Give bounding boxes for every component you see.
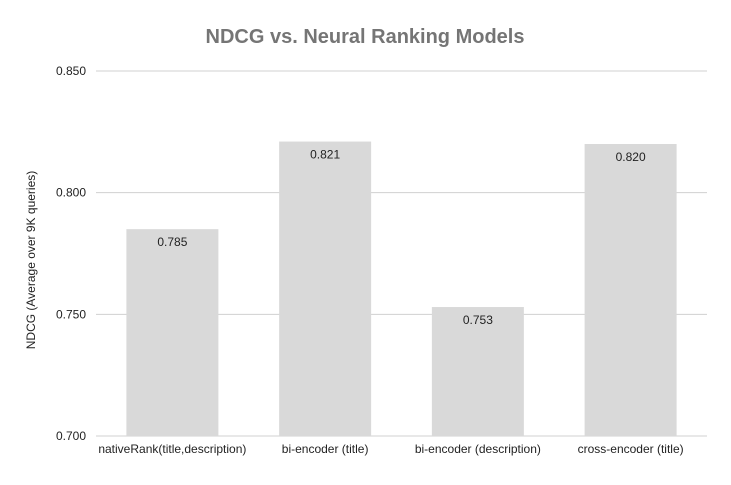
- bar: [279, 141, 372, 437]
- y-tick-label: 0.700: [56, 429, 86, 443]
- bars: [126, 141, 677, 437]
- y-tick-label: 0.800: [56, 186, 86, 200]
- data-label: 0.821: [310, 148, 340, 162]
- x-tick-label: nativeRank(title,description): [98, 442, 246, 456]
- bar: [431, 307, 524, 436]
- data-label: 0.753: [463, 313, 493, 327]
- y-tick-label: 0.750: [56, 307, 86, 321]
- data-label: 0.785: [157, 235, 187, 249]
- bar: [584, 144, 677, 436]
- x-tick-label: cross-encoder (title): [578, 442, 684, 456]
- y-axis-tick-labels: 0.700 0.750 0.800 0.850: [56, 64, 86, 443]
- data-label: 0.820: [616, 150, 646, 164]
- bar: [126, 229, 219, 436]
- y-axis-title: NDCG (Average over 9K queries): [24, 171, 38, 350]
- x-tick-label: bi-encoder (title): [282, 442, 369, 456]
- x-tick-label: bi-encoder (description): [415, 442, 541, 456]
- y-tick-label: 0.850: [56, 64, 86, 78]
- x-axis-tick-labels: nativeRank(title,description) bi-encoder …: [98, 442, 683, 456]
- chart-title: NDCG vs. Neural Ranking Models: [206, 26, 525, 48]
- data-labels: 0.785 0.821 0.753 0.820: [157, 148, 646, 327]
